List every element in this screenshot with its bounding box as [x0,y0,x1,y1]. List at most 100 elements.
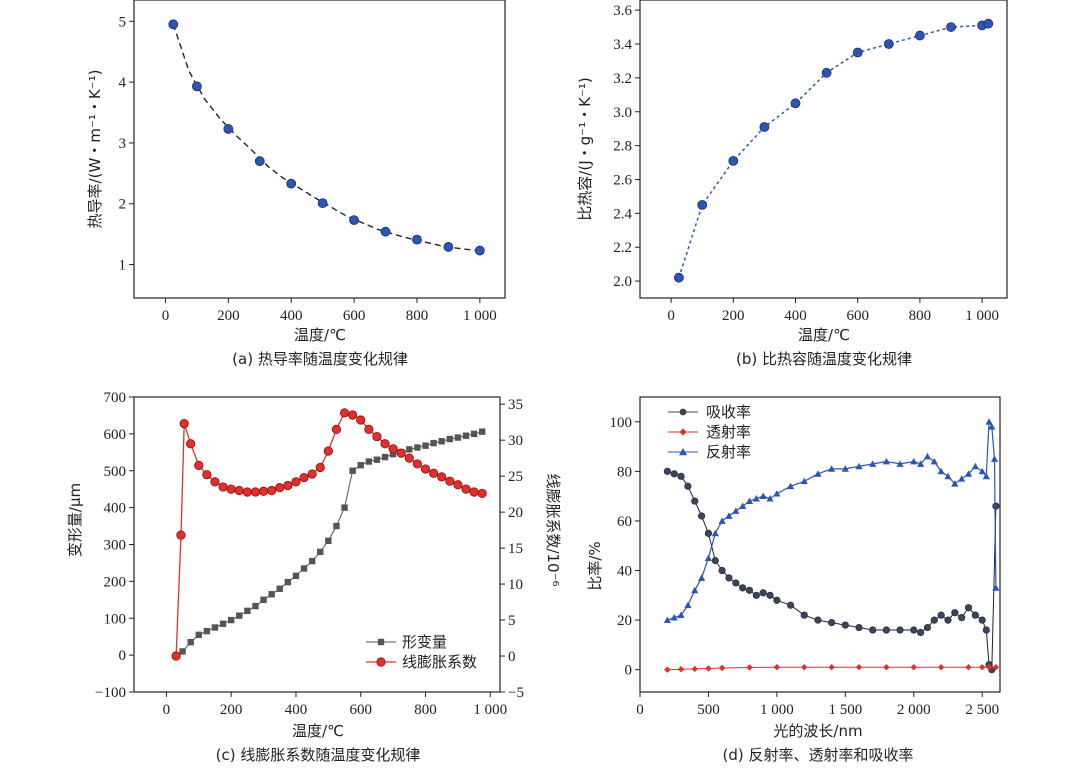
expansion-point [420,464,431,474]
deformation-point [333,522,340,530]
reflection-point [773,490,781,497]
absorption-point [670,470,678,478]
data-point [443,242,454,252]
reflection-point [697,574,706,581]
y-tick-label: 1 [119,258,127,274]
reflection-point [691,586,699,594]
absorption-point [841,621,849,629]
y-right-tick-label: 5 [508,613,516,629]
reflection-point [992,584,1000,591]
reflection-point [841,465,849,472]
x-tick-label: 0 [163,702,171,718]
deformation-point [389,450,397,458]
reflection-point [855,462,863,470]
transmission-point [705,665,712,672]
expansion-point [258,486,269,496]
absorption-point [869,626,877,634]
expansion-point [267,485,277,496]
absorption-point [745,586,754,594]
expansion-point [461,484,471,494]
absorption-point [786,601,795,609]
data-point [254,156,265,167]
deformation-point [325,537,332,545]
expansion-point [469,487,479,497]
data-point [852,47,863,58]
expansion-point [179,419,189,429]
absorption-point [704,529,713,537]
reflection-point [828,465,836,472]
data-point [380,226,391,237]
y-tick-label: 80 [617,464,632,480]
x-tick-label: 600 [349,702,372,718]
legend-label-reflection: 反射率 [706,443,751,461]
chart-d: 0 500 1 000 1 500 2 000 2 500 0 20 40 60 80 100 光的波长… [586,396,1001,764]
reflection-point [923,452,932,460]
chart-caption: (c) 线膨胀系数随温度变化规律 [216,746,421,764]
absorption-point [814,616,822,624]
expansion-point [339,408,350,418]
x-tick-label: 500 [697,702,720,718]
absorption-point [725,574,733,582]
absorption-point [917,628,925,637]
expansion-point [226,484,236,494]
reflection-point [732,507,740,514]
expansion-point [348,410,358,420]
x-tick-label: 400 [784,308,807,324]
reflection-point [985,418,993,425]
expansion-point [315,462,325,473]
deformation-point [438,438,445,445]
legend-marker-deformation [377,638,385,646]
expansion-point [202,470,212,480]
x-tick-label: 600 [846,308,869,324]
data-point [821,67,832,78]
absorption-point [971,611,979,619]
absorption-point [739,584,747,592]
x-tick-label: 2 000 [897,702,931,718]
plot-frame [639,396,1001,693]
reflection-point [752,495,760,502]
legend-label-absorption: 吸收率 [706,403,751,421]
absorption-point [882,626,890,634]
absorption-point [944,616,952,624]
absorption-point [732,579,740,587]
y-tick-label: 100 [610,415,633,431]
expansion-point [186,439,196,449]
x-axis-label: 温度/℃ [798,326,850,344]
absorption-point [964,604,973,612]
series-line [678,22,989,278]
series-line-deformation [182,431,483,652]
expansion-point [331,424,342,434]
data-point [697,199,708,210]
y-tick-label: 5 [119,14,127,30]
transmission-point [979,664,986,671]
expansion-point [388,444,398,454]
reflection-point [711,529,719,537]
legend-label-expansion: 线膨胀系数 [402,653,477,671]
expansion-point [275,483,285,493]
deformation-point [454,434,462,441]
legend-marker-expansion [376,657,386,667]
expansion-point [445,476,455,486]
expansion-point [356,415,366,425]
transmission-point [828,664,835,671]
reflection-point [739,502,747,509]
x-tick-label: 1 000 [965,308,999,324]
deformation-point [227,616,235,624]
absorption-point [766,591,774,599]
deformation-point [219,620,227,627]
reflection-point [869,460,877,467]
reflection-point [988,423,996,430]
y-tick-label: 0 [625,663,633,679]
y-tick-label: 3.0 [613,105,632,121]
y-tick-label: 2.0 [613,274,632,290]
data-point [790,98,801,109]
expansion-point [396,448,406,458]
deformation-point [276,585,283,592]
expansion-point [210,477,220,487]
expansion-point [453,480,463,490]
reflection-point [677,611,685,619]
deformation-point [478,428,486,435]
transmission-point [992,664,1000,671]
transmission-point [937,664,945,671]
